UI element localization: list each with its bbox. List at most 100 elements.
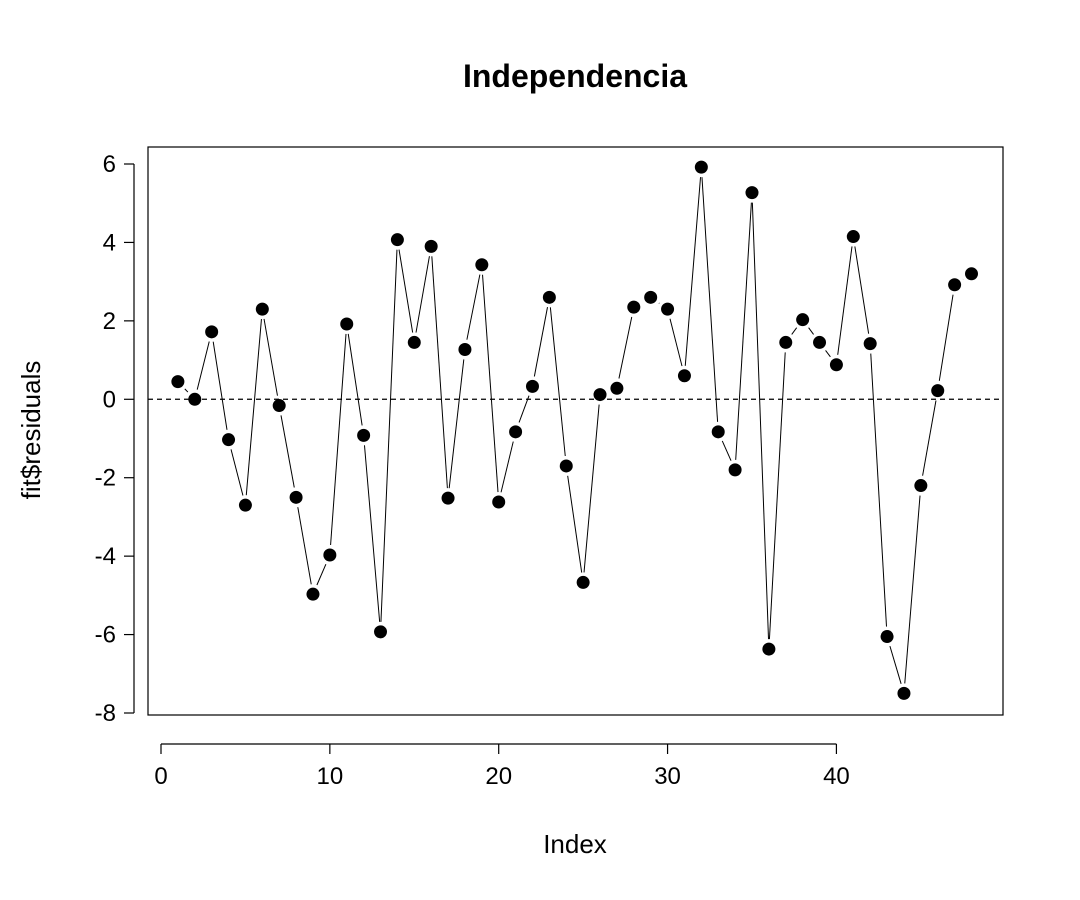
y-tick-label: -4 <box>95 543 116 570</box>
y-tick-label: -6 <box>95 622 116 649</box>
series-segment <box>938 294 954 381</box>
series-segment <box>363 445 381 622</box>
data-point <box>289 490 303 504</box>
data-point <box>914 479 928 493</box>
data-point <box>796 313 810 327</box>
data-point <box>829 358 843 372</box>
data-point <box>627 300 641 314</box>
series-segment <box>280 415 295 488</box>
y-axis-label: fit$residuals <box>16 361 46 500</box>
series-segment <box>448 359 465 489</box>
data-point <box>424 239 438 253</box>
series-segment <box>870 353 887 627</box>
series-segment <box>583 404 600 573</box>
series-segment <box>263 318 278 396</box>
data-point <box>306 587 320 601</box>
data-point <box>948 278 962 292</box>
series-segment <box>735 202 752 460</box>
series-segment <box>431 256 448 489</box>
data-point <box>661 302 675 316</box>
series-segment <box>533 307 548 377</box>
data-point <box>610 381 624 395</box>
series-segment <box>212 341 228 430</box>
series-segment <box>518 395 530 423</box>
data-point <box>813 335 827 349</box>
series-segment <box>922 400 937 476</box>
series-segment <box>854 246 870 334</box>
data-point <box>880 630 894 644</box>
data-point <box>846 230 860 244</box>
series-segment <box>466 274 481 340</box>
series-residuals <box>171 160 978 700</box>
y-tick-label: 4 <box>103 229 116 256</box>
y-tick-label: 6 <box>103 151 116 178</box>
data-point <box>323 548 337 562</box>
data-point <box>171 375 185 389</box>
series-segment <box>230 449 244 496</box>
data-point <box>542 290 556 304</box>
series-segment <box>549 307 566 457</box>
data-point <box>694 160 708 174</box>
data-point <box>407 335 421 349</box>
x-tick-label: 30 <box>654 763 681 790</box>
x-tick-label: 10 <box>317 763 344 790</box>
series-segment <box>398 249 414 333</box>
data-point <box>525 379 539 393</box>
data-point <box>863 337 877 351</box>
series-segment <box>196 341 210 390</box>
series-segment <box>618 316 633 379</box>
data-point <box>644 290 658 304</box>
data-point <box>492 495 506 509</box>
series-segment <box>567 475 583 573</box>
data-point <box>475 258 489 272</box>
y-axis: -8 -6 -4 -2 0 2 4 6 <box>95 151 135 727</box>
series-segment <box>768 352 786 640</box>
data-point <box>374 625 388 639</box>
data-point <box>238 498 252 512</box>
series-segment <box>791 327 798 335</box>
data-point <box>340 317 354 331</box>
series-segment <box>297 507 312 585</box>
x-tick-label: 0 <box>154 763 167 790</box>
data-point <box>745 186 759 200</box>
series-segment <box>751 202 770 640</box>
data-point <box>677 369 691 383</box>
plot-frame <box>147 146 1004 716</box>
series-segment <box>415 256 430 333</box>
data-point <box>188 392 202 406</box>
series-segment <box>245 319 262 496</box>
series-segment <box>347 333 363 426</box>
data-point <box>255 302 269 316</box>
data-point <box>593 388 607 402</box>
series-segment <box>825 350 831 358</box>
x-axis-label: Index <box>543 829 607 859</box>
y-tick-label: 0 <box>103 386 116 413</box>
series-segment <box>684 177 702 366</box>
x-axis: 0 10 20 30 40 <box>154 743 850 790</box>
y-tick-label: 2 <box>103 308 116 335</box>
data-point <box>965 267 978 281</box>
x-tick-label: 20 <box>485 763 512 790</box>
data-point <box>458 342 472 356</box>
series-segment <box>904 495 921 684</box>
data-point <box>509 425 523 439</box>
series-segment <box>837 246 853 355</box>
data-point <box>441 491 455 505</box>
series-segment <box>330 333 347 546</box>
series-segment <box>889 645 902 684</box>
data-point <box>576 575 590 589</box>
data-point <box>728 463 742 477</box>
data-point <box>931 384 945 398</box>
y-tick-label: -8 <box>95 700 116 727</box>
data-point <box>357 428 371 442</box>
chart-title: Independencia <box>463 58 687 94</box>
data-point <box>205 325 219 339</box>
series-segment <box>701 177 719 422</box>
data-point <box>711 425 725 439</box>
data-point <box>897 686 911 700</box>
data-point <box>222 433 236 447</box>
data-point <box>559 459 573 473</box>
data-point <box>779 335 793 349</box>
y-tick-label: -2 <box>95 465 116 492</box>
